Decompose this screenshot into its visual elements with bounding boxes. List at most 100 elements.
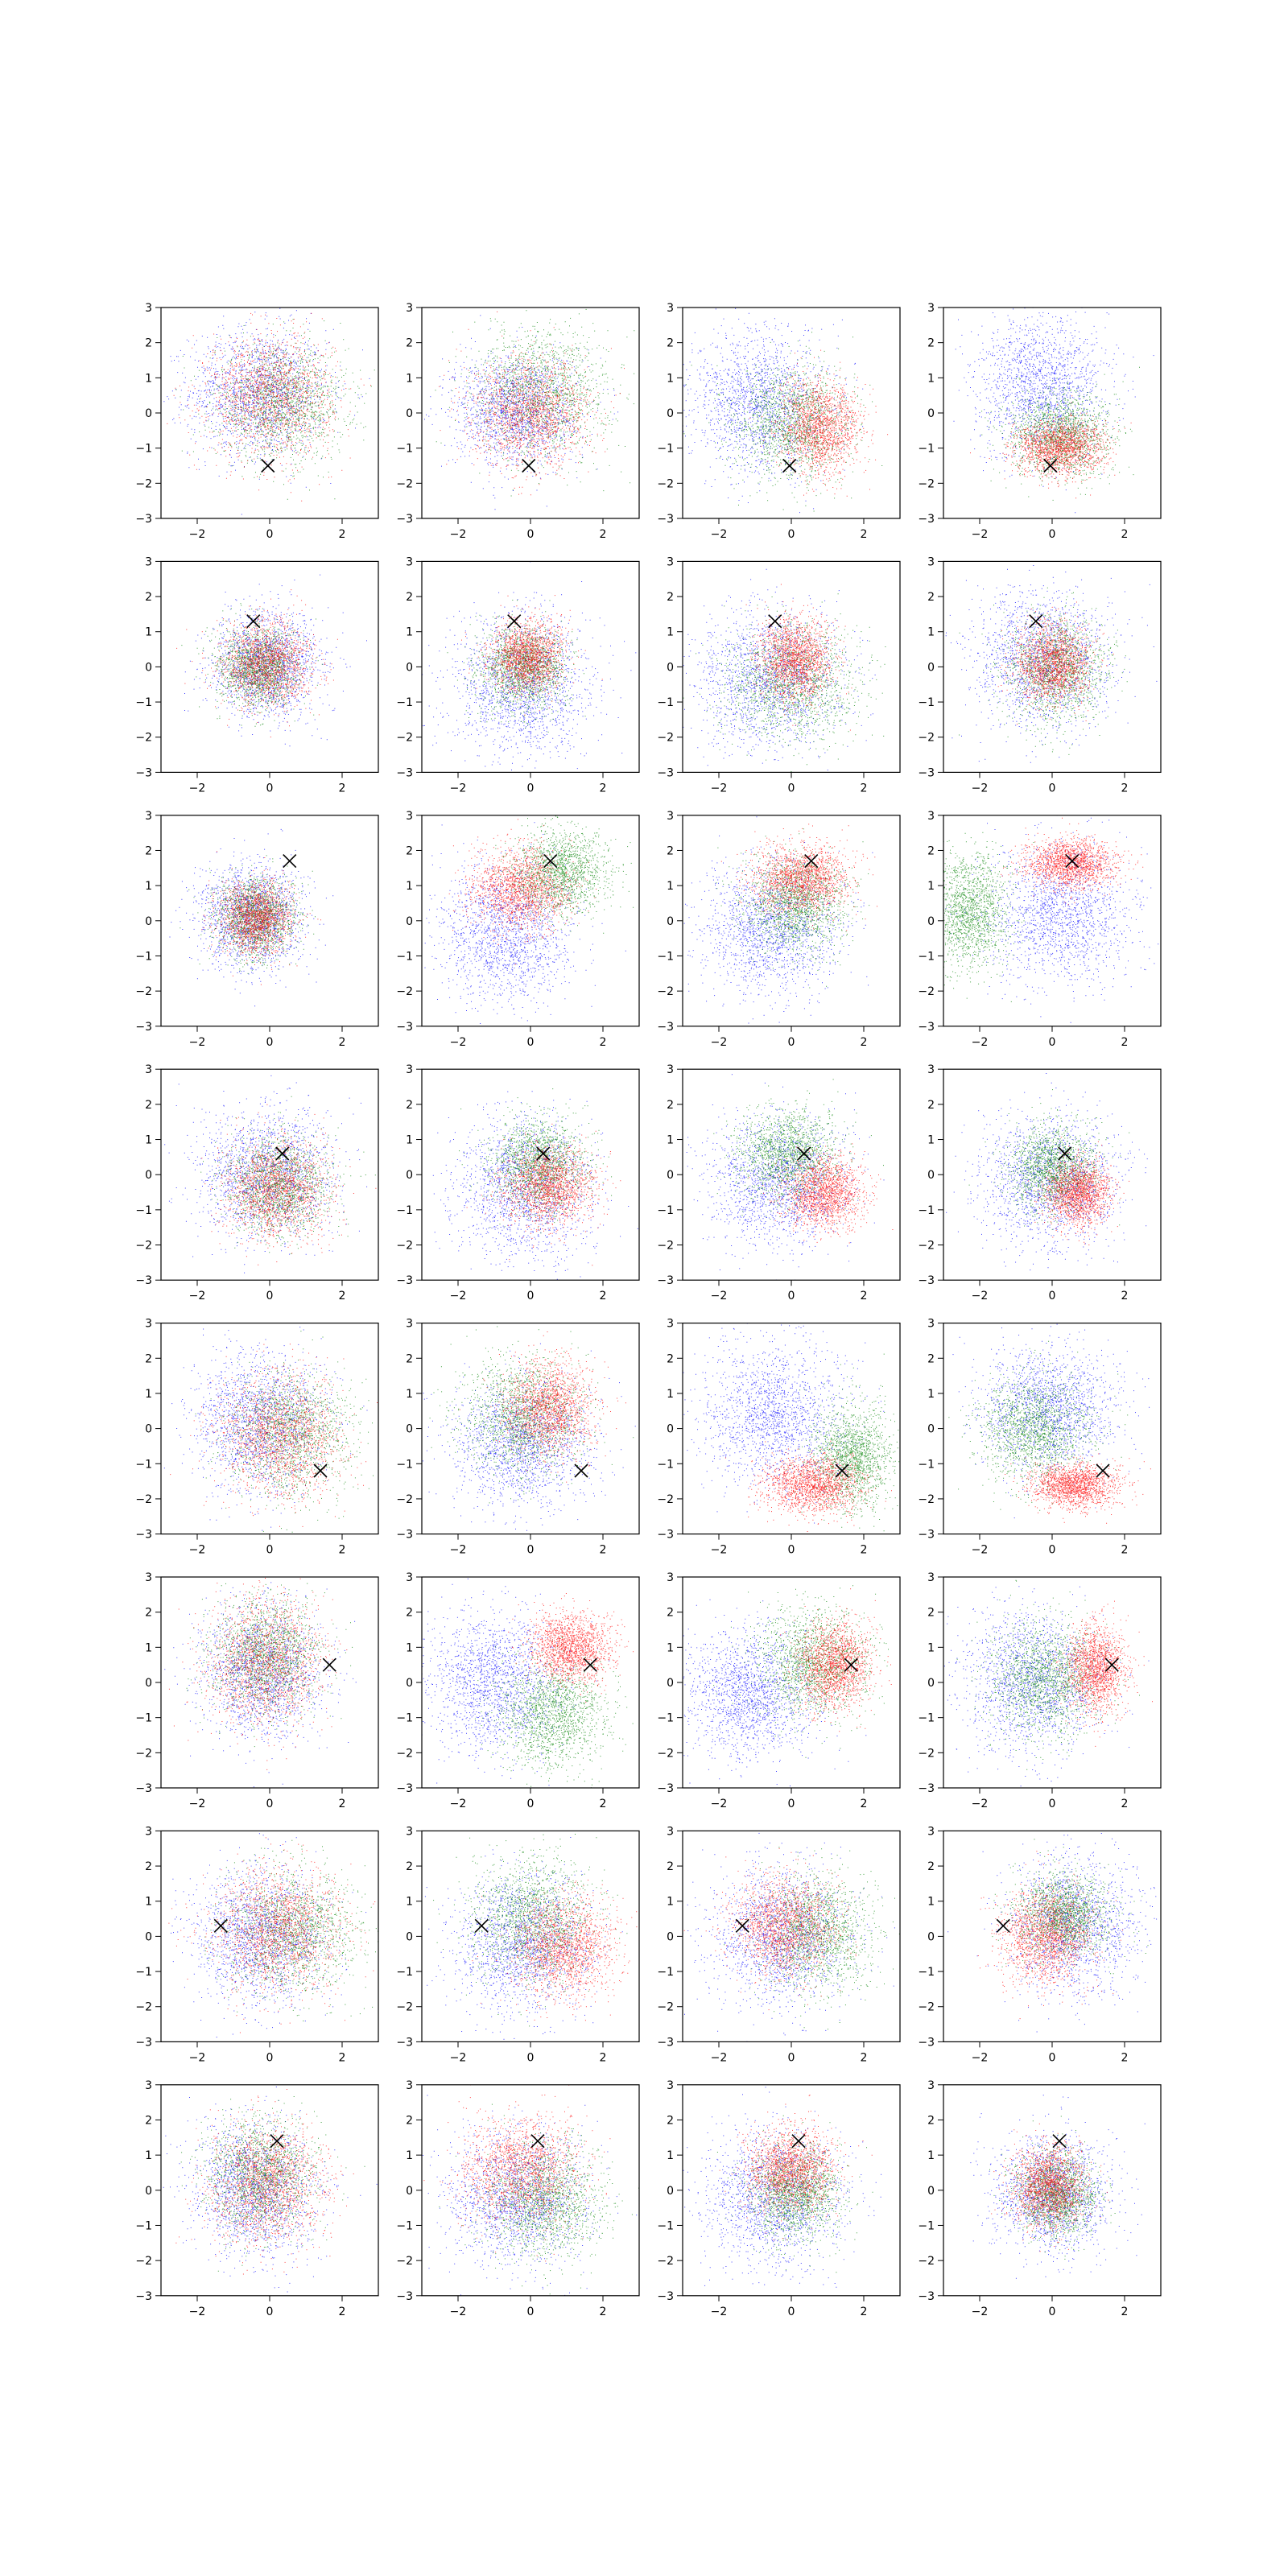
y-tick-label: 2 <box>667 1099 674 1112</box>
y-tick-label: 2 <box>667 2114 674 2127</box>
y-tick-label: 0 <box>406 915 413 928</box>
x-tick-label: 0 <box>788 2051 795 2064</box>
x-tick-label: 2 <box>1121 782 1129 795</box>
y-tick-label: −1 <box>657 2219 674 2232</box>
y-tick-label: 0 <box>667 915 674 928</box>
scatter-series-c0 <box>647 1068 911 1296</box>
x-tick-label: 0 <box>1049 2306 1056 2318</box>
x-tick-label: 0 <box>266 528 274 541</box>
x-tick-label: 2 <box>861 1036 868 1049</box>
y-tick-label: 1 <box>406 1388 413 1401</box>
axes-frame <box>943 308 1161 518</box>
y-tick-label: 2 <box>145 2114 152 2127</box>
y-tick-label: −1 <box>657 1458 674 1471</box>
scatter-series-c2 <box>725 1441 892 1532</box>
y-tick-label: −3 <box>396 2290 413 2303</box>
scatter-points <box>401 796 634 1053</box>
y-tick-label: 0 <box>927 407 935 420</box>
y-tick-label: −3 <box>135 1782 152 1795</box>
axes-frame <box>683 308 900 518</box>
scatter-series-c2 <box>460 1331 626 1483</box>
scatter-points <box>645 816 877 1031</box>
scatter-series-c1 <box>439 2104 639 2295</box>
x-tick-label: 0 <box>527 1290 535 1302</box>
y-tick-label: 2 <box>927 844 935 857</box>
scatter-series-c0 <box>151 1066 367 1283</box>
x-tick-label: 0 <box>266 1036 274 1049</box>
scatter-points <box>650 1286 914 1555</box>
y-tick-label: −2 <box>396 1493 413 1506</box>
scatter-points <box>658 2087 881 2298</box>
scatter-points <box>389 561 674 802</box>
y-tick-label: −1 <box>657 950 674 963</box>
x-tick-label: −2 <box>450 2051 467 2064</box>
x-tick-label: −2 <box>711 1544 728 1557</box>
x-marker <box>522 460 535 473</box>
y-tick-label: 2 <box>406 1607 413 1620</box>
x-tick-label: 2 <box>600 1544 607 1557</box>
y-tick-label: −2 <box>918 2001 935 2014</box>
y-tick-label: −2 <box>135 732 152 745</box>
y-tick-label: 1 <box>667 372 674 385</box>
x-marker <box>1059 1147 1071 1160</box>
y-tick-label: 1 <box>927 1134 935 1147</box>
scatter-series-c2 <box>749 350 888 497</box>
y-tick-label: −1 <box>918 1712 935 1725</box>
x-tick-label: −2 <box>450 1036 467 1049</box>
y-tick-label: 0 <box>145 1677 152 1690</box>
y-tick-label: 1 <box>667 1896 674 1909</box>
y-tick-label: −3 <box>135 1021 152 1034</box>
y-tick-label: 0 <box>406 2185 413 2198</box>
y-tick-label: −2 <box>657 985 674 998</box>
y-tick-label: −3 <box>135 2036 152 2049</box>
y-tick-label: −2 <box>657 1747 674 1760</box>
x-tick-label: 2 <box>1121 1544 1129 1557</box>
y-tick-label: −1 <box>918 2219 935 2232</box>
x-marker <box>314 1464 327 1477</box>
scatter-series-c2 <box>720 2095 873 2240</box>
x-tick-label: 0 <box>527 1544 535 1557</box>
scatter-series-c2 <box>684 1848 857 2010</box>
y-tick-label: −2 <box>918 1747 935 1760</box>
y-tick-label: 1 <box>406 1641 413 1654</box>
x-tick-label: 0 <box>788 1036 795 1049</box>
scatter-series-c1 <box>948 1341 1128 1511</box>
scatter-series-c1 <box>430 1327 634 1504</box>
x-tick-label: 2 <box>339 1798 346 1810</box>
x-tick-label: −2 <box>972 1290 989 1302</box>
y-tick-label: 2 <box>406 591 413 604</box>
scatter-series-c1 <box>196 1331 390 1533</box>
x-tick-label: 2 <box>600 1036 607 1049</box>
x-tick-label: 2 <box>861 528 868 541</box>
scatter-series-c1 <box>200 1096 376 1254</box>
y-tick-label: −1 <box>918 1204 935 1217</box>
y-tick-label: 0 <box>927 1423 935 1436</box>
x-tick-label: 2 <box>1121 1036 1129 1049</box>
scatter-series-c0 <box>946 792 1170 1023</box>
y-tick-label: −1 <box>396 1204 413 1217</box>
y-tick-label: −2 <box>135 985 152 998</box>
axes-frame <box>943 1069 1161 1280</box>
y-tick-label: 3 <box>406 810 413 823</box>
x-tick-label: −2 <box>972 528 989 541</box>
y-tick-label: −1 <box>396 443 413 456</box>
x-tick-label: 0 <box>527 1798 535 1810</box>
y-tick-label: −1 <box>657 1204 674 1217</box>
y-tick-label: 3 <box>145 1063 152 1076</box>
x-tick-label: 0 <box>527 782 535 795</box>
x-tick-label: 2 <box>339 2051 346 2064</box>
y-tick-label: −2 <box>918 1240 935 1253</box>
scatter-points <box>901 792 1169 1023</box>
y-tick-label: 1 <box>145 1134 152 1147</box>
x-tick-label: 2 <box>1121 1290 1129 1302</box>
y-tick-label: −2 <box>657 477 674 490</box>
x-marker <box>1053 2135 1066 2148</box>
y-tick-label: −1 <box>135 1966 152 1979</box>
y-tick-label: 3 <box>406 1063 413 1076</box>
